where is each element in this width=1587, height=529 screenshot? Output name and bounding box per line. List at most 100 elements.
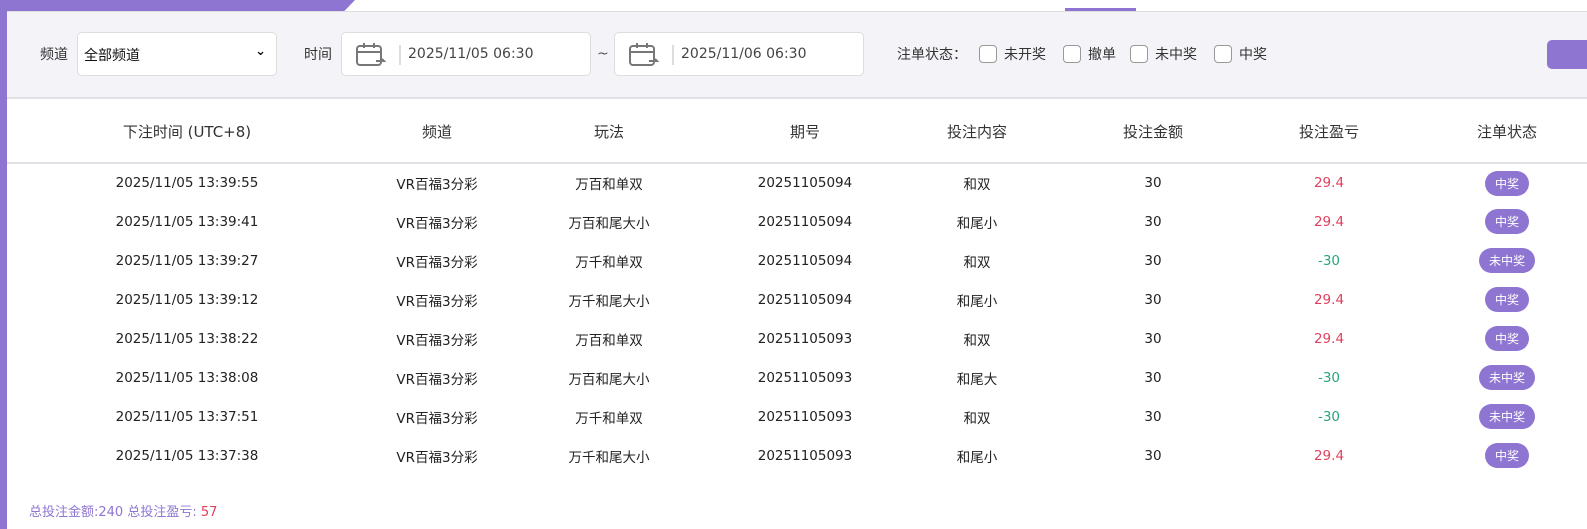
table-cell: 万千和单双 bbox=[575, 410, 643, 427]
table-cell: 2025/11/05 13:39:55 bbox=[115, 175, 259, 191]
table-cell: VR百福3分彩 bbox=[396, 293, 478, 310]
top-tab-bar bbox=[0, 0, 355, 11]
status-badge: 中奖 bbox=[1484, 287, 1529, 312]
sidebar-edge bbox=[0, 0, 7, 529]
column-header: 期号 bbox=[711, 100, 899, 164]
table-cell: 和双 bbox=[963, 410, 991, 427]
table-cell: 万百和单双 bbox=[575, 332, 643, 349]
table-cell: VR百福3分彩 bbox=[396, 254, 478, 271]
table-cell: 20251105094 bbox=[757, 213, 853, 230]
column-header: 投注内容 bbox=[899, 100, 1055, 164]
table-cell: 2025/11/05 13:39:41 bbox=[115, 213, 259, 230]
calendar-icon bbox=[356, 43, 386, 66]
table-cell: 2025/11/05 13:39:27 bbox=[115, 252, 259, 269]
table-row: 2025/11/05 13:39:12 VR百福3分彩 万千和尾大小 20251105… bbox=[7, 280, 1587, 319]
start-date-input[interactable]: 2025/11/05 06:30 bbox=[341, 32, 591, 76]
checkbox-won[interactable] bbox=[1214, 45, 1232, 63]
status-badge: 中奖 bbox=[1484, 326, 1529, 351]
table-cell: 20251105094 bbox=[757, 175, 853, 191]
end-date-input[interactable]: 2025/11/06 06:30 bbox=[614, 32, 864, 76]
status-badge: 中奖 bbox=[1484, 209, 1529, 234]
table-cell: 2025/11/05 13:38:08 bbox=[115, 369, 259, 386]
table-cell: 2025/11/05 13:37:51 bbox=[115, 408, 259, 425]
table-cell: VR百福3分彩 bbox=[396, 332, 478, 349]
table-cell: 万百和单双 bbox=[575, 177, 643, 193]
channel-select[interactable]: 全部频道 ⌄ bbox=[77, 32, 277, 76]
table-cell: 和尾小 bbox=[956, 215, 998, 232]
table-cell: 29.4 bbox=[1313, 330, 1345, 347]
table-row: 2025/11/05 13:39:27 VR百福3分彩 万千和单双 202511050… bbox=[7, 241, 1587, 280]
range-separator: ~ bbox=[597, 46, 609, 62]
table-row: 2025/11/05 13:38:22 VR百福3分彩 万百和单双 202511050… bbox=[7, 319, 1587, 358]
summary-profit: 57 bbox=[200, 505, 218, 520]
channel-label: 频道 bbox=[40, 47, 68, 63]
table-cell: -30 bbox=[1317, 369, 1341, 386]
table-cell: 和尾小 bbox=[956, 293, 998, 310]
search-button[interactable] bbox=[1547, 40, 1587, 69]
table-cell: 未中奖 bbox=[1407, 241, 1587, 280]
table-cell: 30 bbox=[1144, 369, 1162, 386]
table-cell: VR百福3分彩 bbox=[396, 371, 478, 388]
column-header: 下注时间 (UTC+8) bbox=[7, 100, 367, 164]
table-cell: 30 bbox=[1144, 408, 1162, 425]
table-cell: 万百和尾大小 bbox=[568, 215, 650, 232]
table-cell: 30 bbox=[1144, 330, 1162, 347]
table-cell: 30 bbox=[1144, 213, 1162, 230]
table-cell: 29.4 bbox=[1313, 175, 1345, 191]
checkbox-label: 撤单 bbox=[1088, 47, 1116, 63]
checkbox-label: 中奖 bbox=[1239, 47, 1267, 63]
start-date-value: 2025/11/05 06:30 bbox=[408, 46, 534, 62]
table-cell: 20251105093 bbox=[757, 408, 853, 425]
active-tab-indicator bbox=[1065, 8, 1136, 11]
end-date-value: 2025/11/06 06:30 bbox=[681, 46, 807, 62]
table-cell: 中奖 bbox=[1407, 436, 1587, 475]
table-cell: 万百和尾大小 bbox=[568, 371, 650, 388]
status-badge: 未中奖 bbox=[1478, 248, 1535, 273]
table-cell: 30 bbox=[1144, 252, 1162, 269]
table-row: 2025/11/05 13:39:41 VR百福3分彩 万百和尾大小 20251105… bbox=[7, 202, 1587, 241]
checkbox-cancelled[interactable] bbox=[1063, 45, 1081, 63]
bets-table: 下注时间 (UTC+8) 频道 玩法 期号 投注内容 投注金额 投注盈亏 注单状态 2025/1… bbox=[7, 100, 1587, 475]
table-row: 2025/11/05 13:37:38 VR百福3分彩 万千和尾大小 20251105… bbox=[7, 436, 1587, 475]
divider bbox=[7, 11, 1587, 12]
chevron-down-icon: ⌄ bbox=[255, 44, 266, 59]
table-cell: 2025/11/05 13:38:22 bbox=[115, 330, 259, 347]
table-cell: 中奖 bbox=[1407, 319, 1587, 358]
table-cell: 20251105093 bbox=[757, 369, 853, 386]
table-cell: 30 bbox=[1144, 175, 1162, 191]
checkbox-unopened[interactable] bbox=[979, 45, 997, 63]
summary-text: 总投注金额:240 总投注盈亏: bbox=[29, 505, 201, 520]
table-cell: 万千和单双 bbox=[575, 254, 643, 271]
table-cell: 和尾大 bbox=[956, 371, 998, 388]
column-header: 注单状态 bbox=[1407, 100, 1587, 164]
table-cell: 未中奖 bbox=[1407, 358, 1587, 397]
table-cell: 中奖 bbox=[1407, 280, 1587, 319]
table-cell: VR百福3分彩 bbox=[396, 449, 478, 466]
table-cell: 30 bbox=[1144, 447, 1162, 464]
channel-value: 全部频道 bbox=[84, 48, 140, 64]
checkbox-label: 未中奖 bbox=[1155, 47, 1197, 63]
table-row: 2025/11/05 13:38:08 VR百福3分彩 万百和尾大小 20251105… bbox=[7, 358, 1587, 397]
status-label: 注单状态： bbox=[897, 47, 967, 63]
table-cell: 未中奖 bbox=[1407, 397, 1587, 436]
table-cell: VR百福3分彩 bbox=[396, 177, 478, 193]
table-row: 2025/11/05 13:39:55 VR百福3分彩 万百和单双 202511050… bbox=[7, 163, 1587, 202]
table-cell: 万千和尾大小 bbox=[568, 449, 650, 466]
table-row: 2025/11/05 13:37:51 VR百福3分彩 万千和单双 202511050… bbox=[7, 397, 1587, 436]
checkbox-lost[interactable] bbox=[1130, 45, 1148, 63]
column-header: 投注金额 bbox=[1055, 100, 1251, 164]
table-cell: 和双 bbox=[963, 177, 991, 193]
table-cell: 中奖 bbox=[1407, 163, 1587, 202]
calendar-icon bbox=[629, 43, 659, 66]
table-cell: VR百福3分彩 bbox=[396, 410, 478, 427]
column-header: 频道 bbox=[367, 100, 507, 164]
table-cell: 2025/11/05 13:39:12 bbox=[115, 291, 259, 308]
status-badge: 未中奖 bbox=[1478, 404, 1535, 429]
table-cell: 20251105094 bbox=[757, 291, 853, 308]
table-cell: 29.4 bbox=[1313, 291, 1345, 308]
table-cell: 2025/11/05 13:37:38 bbox=[115, 447, 259, 464]
table-cell: 中奖 bbox=[1407, 202, 1587, 241]
table-cell: 20251105094 bbox=[757, 252, 853, 269]
table-cell: 和尾小 bbox=[956, 449, 998, 466]
status-badge: 中奖 bbox=[1484, 443, 1529, 468]
